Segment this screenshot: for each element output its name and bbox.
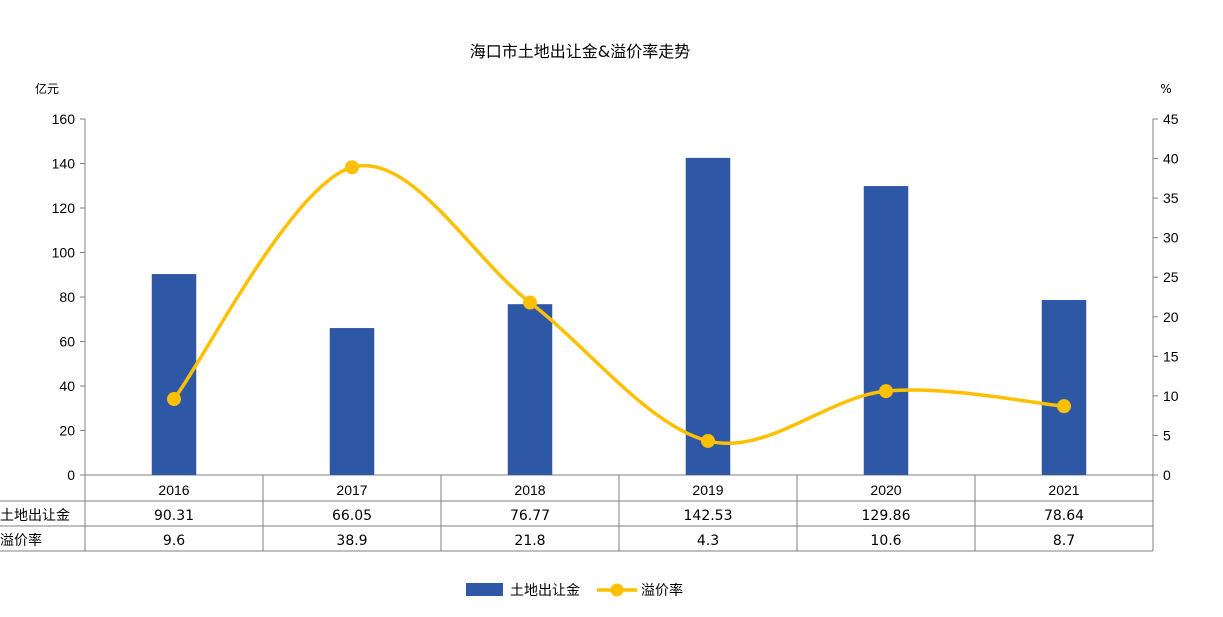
bar: [507, 304, 553, 475]
right-axis-tick-label: 20: [1163, 309, 1179, 325]
x-axis-category-label: 2021: [1048, 482, 1079, 498]
legend-swatch-marker: [610, 583, 624, 597]
bar: [329, 328, 375, 475]
axis-tick-labels: 0 20 40 60 80 100 120 140 160 0 5 10 15 20 25 30 35 40 45: [52, 111, 1179, 483]
right-axis-tick-label: 35: [1163, 190, 1179, 206]
x-axis-category-label: 2019: [692, 482, 723, 498]
left-axis-tick-label: 80: [59, 289, 75, 305]
right-axis-tick-label: 40: [1163, 151, 1179, 167]
bar: [1041, 300, 1087, 475]
legend-label: 土地出让金: [510, 583, 580, 599]
right-axis-tick-label: 5: [1163, 427, 1171, 443]
left-axis-tick-label: 120: [52, 200, 76, 216]
table-cell: 66.05: [332, 508, 372, 524]
right-axis-tick-label: 15: [1163, 348, 1179, 364]
line-point: [701, 433, 715, 448]
table-row-label: 土地出让金: [0, 508, 70, 524]
legend-label: 溢价率: [641, 582, 683, 599]
line-series: [167, 160, 1071, 448]
line-point: [1057, 399, 1071, 414]
left-axis-tick-label: 40: [59, 378, 75, 394]
right-axis-tick-label: 45: [1163, 111, 1179, 127]
table-cell: 4.3: [697, 533, 719, 549]
legend-swatch-bar: [466, 583, 503, 596]
table-cell: 8.7: [1053, 533, 1075, 549]
line-series-path: [172, 163, 1065, 446]
line-point: [345, 160, 359, 175]
x-axis-category-label: 2020: [870, 482, 901, 498]
bar-series: [151, 157, 1087, 476]
x-axis-category-label: 2018: [514, 482, 545, 498]
bar: [863, 186, 909, 475]
table-cell: 129.86: [862, 508, 911, 524]
right-axis-tick-label: 30: [1163, 230, 1179, 246]
table-cell: 21.8: [514, 533, 545, 549]
left-axis-tick-label: 60: [59, 334, 75, 350]
line-point: [167, 392, 181, 407]
table-cell: 90.31: [154, 508, 194, 524]
left-axis-tick-label: 0: [67, 467, 75, 483]
bar: [685, 157, 731, 476]
right-axis-tick-label: 0: [1163, 467, 1171, 483]
table-cell: 76.77: [510, 508, 550, 524]
table-cell: 78.64: [1044, 508, 1084, 524]
line-point: [879, 384, 893, 399]
line-point: [523, 295, 537, 310]
table-cell: 142.53: [684, 508, 733, 524]
table-cell: 9.6: [163, 533, 185, 549]
table-cell: 38.9: [336, 533, 367, 549]
x-axis-category-label: 2016: [158, 482, 189, 498]
chart-title: 海口市土地出让金&溢价率走势: [470, 42, 690, 61]
left-axis-unit: 亿元: [35, 81, 59, 96]
left-axis-tick-label: 20: [59, 423, 75, 439]
left-axis-tick-label: 140: [52, 156, 76, 172]
legend: 土地出让金 溢价率: [466, 582, 683, 599]
right-axis-unit: %: [1160, 82, 1171, 96]
left-axis-tick-label: 100: [52, 245, 76, 261]
axes-and-table-grid: [0, 118, 1158, 552]
left-axis-tick-label: 160: [52, 111, 76, 127]
table-cell: 10.6: [870, 533, 901, 549]
x-axis-category-label: 2017: [336, 482, 367, 498]
right-axis-tick-label: 25: [1163, 269, 1179, 285]
right-axis-tick-label: 10: [1163, 388, 1179, 404]
table-row-label: 溢价率: [0, 532, 42, 549]
